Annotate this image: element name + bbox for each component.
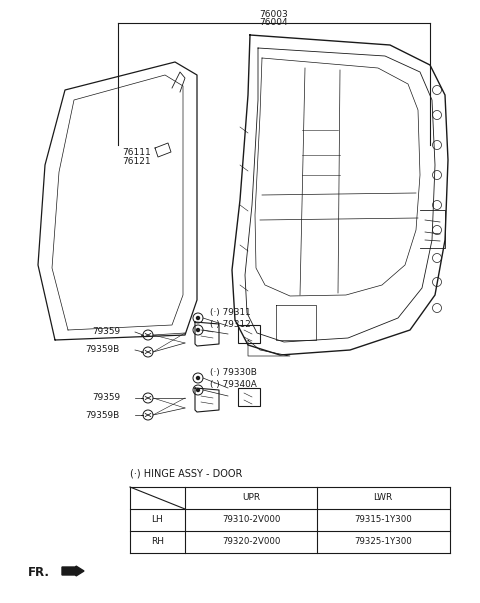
Circle shape (196, 388, 200, 391)
Circle shape (196, 317, 200, 320)
Text: 76121: 76121 (122, 157, 151, 166)
Text: (·) HINGE ASSY - DOOR: (·) HINGE ASSY - DOOR (130, 469, 242, 479)
Text: (·) 79311: (·) 79311 (210, 308, 251, 317)
Bar (238, 325, 260, 343)
Text: RH: RH (151, 537, 164, 546)
Text: 79359B: 79359B (85, 411, 119, 420)
Text: FR.: FR. (28, 566, 50, 579)
Text: 79325-1Y300: 79325-1Y300 (354, 537, 412, 546)
Bar (238, 388, 260, 406)
Text: LH: LH (152, 516, 163, 525)
Text: 79320-2V000: 79320-2V000 (222, 537, 280, 546)
Circle shape (196, 329, 200, 332)
FancyArrow shape (62, 566, 84, 576)
Text: 79359: 79359 (92, 394, 120, 402)
Text: (·) 79330B: (·) 79330B (210, 367, 257, 376)
Text: 79315-1Y300: 79315-1Y300 (354, 516, 412, 525)
Text: 76004: 76004 (260, 18, 288, 27)
Text: UPR: UPR (242, 493, 260, 502)
Circle shape (196, 376, 200, 379)
Text: LWR: LWR (373, 493, 393, 502)
Text: 79359: 79359 (92, 327, 120, 336)
Text: 76003: 76003 (260, 10, 288, 19)
Text: (·) 79312: (·) 79312 (210, 321, 251, 329)
Text: (·) 79340A: (·) 79340A (210, 380, 257, 390)
Text: 79359B: 79359B (85, 346, 119, 355)
Text: 79310-2V000: 79310-2V000 (222, 516, 280, 525)
Text: 76111: 76111 (122, 148, 151, 157)
